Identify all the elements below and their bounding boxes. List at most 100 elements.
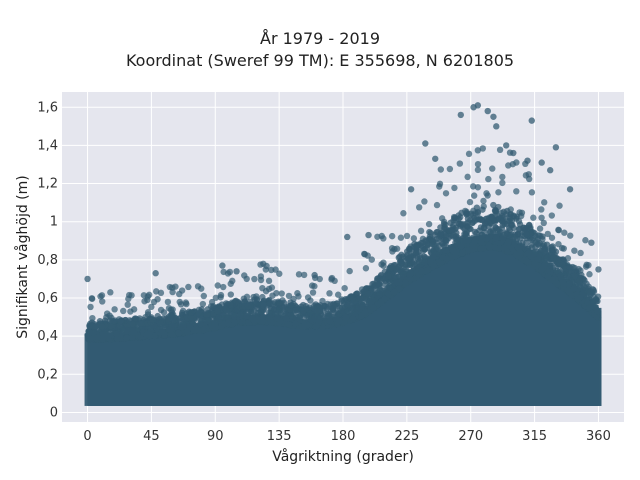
data-point xyxy=(282,315,290,322)
data-point xyxy=(211,320,219,327)
data-point xyxy=(566,263,573,270)
data-point xyxy=(437,166,445,173)
data-point xyxy=(378,277,385,285)
outlier-point xyxy=(524,157,531,164)
data-point xyxy=(565,288,573,295)
data-point xyxy=(526,222,533,229)
data-point xyxy=(200,326,207,334)
data-point xyxy=(265,277,273,285)
data-point xyxy=(230,312,238,320)
outlier-point xyxy=(219,262,226,269)
data-point xyxy=(257,261,264,268)
data-point xyxy=(478,231,486,239)
data-point xyxy=(338,296,345,303)
data-point xyxy=(266,312,273,320)
data-point xyxy=(512,251,520,258)
data-point xyxy=(457,243,465,250)
data-point xyxy=(346,267,353,275)
data-point xyxy=(543,254,551,262)
data-point xyxy=(388,232,396,240)
data-point xyxy=(361,308,369,316)
data-point xyxy=(164,298,172,306)
data-point xyxy=(157,289,165,297)
data-point xyxy=(208,298,216,306)
data-point xyxy=(487,228,495,235)
data-point xyxy=(157,306,165,314)
y-tick-label: 1 xyxy=(50,215,58,230)
data-point xyxy=(338,304,346,311)
data-point xyxy=(525,175,533,183)
data-point xyxy=(364,252,371,259)
data-point xyxy=(476,215,483,222)
data-point xyxy=(342,314,350,321)
data-point xyxy=(295,271,303,278)
data-point xyxy=(498,209,505,217)
data-point xyxy=(326,318,334,325)
data-point xyxy=(577,249,584,257)
data-point xyxy=(422,267,430,275)
data-point xyxy=(465,150,473,158)
data-points xyxy=(84,102,602,406)
data-point xyxy=(530,214,537,221)
data-point xyxy=(314,312,321,320)
data-point xyxy=(474,147,482,154)
data-point xyxy=(128,334,136,341)
outlier-point xyxy=(588,239,595,246)
x-tick-label: 90 xyxy=(207,429,224,444)
data-point xyxy=(220,268,227,276)
data-point xyxy=(107,289,114,296)
data-point xyxy=(489,165,496,172)
data-point xyxy=(451,252,459,260)
data-point xyxy=(452,239,459,247)
data-point xyxy=(396,253,403,260)
data-point xyxy=(561,229,568,236)
data-point xyxy=(300,308,307,315)
data-point xyxy=(571,272,578,280)
chart-title: År 1979 - 2019 xyxy=(260,29,380,48)
data-point xyxy=(380,235,387,242)
data-point xyxy=(149,316,156,323)
data-point xyxy=(574,296,582,303)
data-point xyxy=(499,234,507,241)
data-point xyxy=(217,294,224,301)
data-point xyxy=(204,317,212,325)
data-point xyxy=(259,284,266,292)
data-point xyxy=(309,289,317,296)
data-point xyxy=(523,239,530,247)
data-point xyxy=(450,221,457,229)
data-point xyxy=(410,235,418,242)
data-point xyxy=(126,291,133,299)
data-point xyxy=(288,302,295,309)
data-point xyxy=(555,240,562,248)
data-point xyxy=(87,303,94,311)
data-point xyxy=(385,290,392,298)
x-tick-label: 360 xyxy=(586,429,611,444)
x-tick-label: 0 xyxy=(83,429,91,444)
data-point xyxy=(199,300,207,308)
data-point xyxy=(326,290,333,297)
data-point xyxy=(391,288,398,296)
data-point xyxy=(451,184,458,192)
outlier-point xyxy=(422,140,429,147)
data-point xyxy=(464,219,471,227)
data-point xyxy=(425,220,433,228)
data-point xyxy=(594,308,601,315)
data-point xyxy=(586,304,593,312)
data-point xyxy=(356,295,363,302)
outlier-point xyxy=(457,111,464,119)
data-point xyxy=(214,282,221,289)
data-point xyxy=(411,258,418,266)
outlier-point xyxy=(152,270,159,277)
data-point xyxy=(481,224,488,232)
data-point xyxy=(229,277,236,285)
outlier-point xyxy=(547,167,554,174)
data-point xyxy=(132,315,139,322)
data-point xyxy=(290,295,297,303)
data-point xyxy=(590,293,597,300)
data-point xyxy=(487,244,494,251)
data-point xyxy=(459,238,466,245)
data-point xyxy=(341,319,348,326)
y-tick-label: 0,4 xyxy=(37,329,58,344)
data-point xyxy=(129,320,137,328)
data-point xyxy=(148,303,155,311)
